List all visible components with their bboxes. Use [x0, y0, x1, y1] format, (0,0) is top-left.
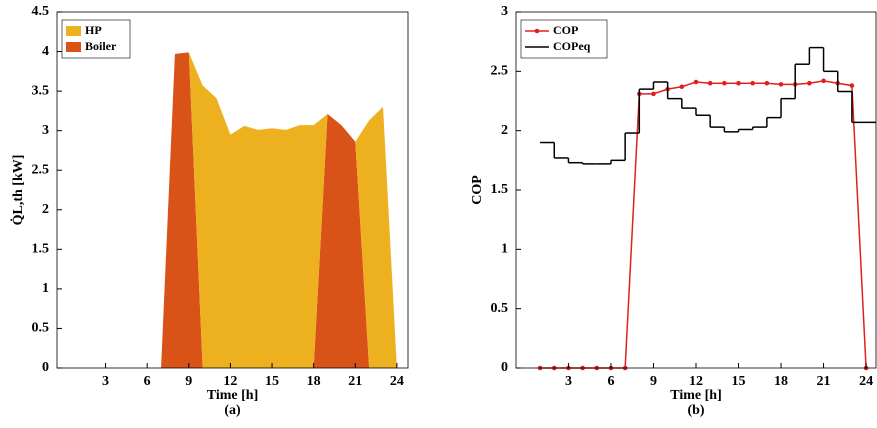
- y-tick-label: 2.5: [491, 64, 509, 79]
- x-tick-label: 15: [265, 374, 279, 389]
- marker: [736, 80, 741, 86]
- y-tick-label: 4: [42, 44, 49, 59]
- x-tick-label: 18: [307, 374, 321, 389]
- legend-swatch: [66, 42, 81, 52]
- marker: [764, 80, 770, 86]
- caption: (b): [687, 403, 704, 418]
- x-tick-label: 12: [223, 374, 237, 389]
- y-tick-label: 1: [42, 281, 49, 296]
- y-tick-label: 0: [501, 360, 508, 375]
- x-tick-label: 21: [348, 374, 362, 389]
- legend-swatch: [66, 26, 81, 36]
- marker: [693, 79, 699, 85]
- legend-label: COP: [553, 23, 578, 37]
- y-tick-label: 2: [501, 123, 508, 138]
- y-tick-label: 3.5: [32, 83, 50, 98]
- y-tick-label: 1: [501, 242, 508, 257]
- subplot: 0 0.5 1 1.5 2 2.5 3 3 6 9 12 15 18 21 24 Time [h](b) COP…: [470, 4, 877, 418]
- legend-marker: [534, 28, 540, 34]
- x-tick-label: 24: [390, 374, 404, 389]
- x-axis-label: Time [h]: [670, 388, 721, 403]
- y-tick-label: 3: [501, 4, 508, 19]
- y-tick-label: 0.5: [491, 301, 509, 316]
- x-tick-label: 24: [859, 374, 873, 389]
- x-tick-label: 18: [774, 374, 788, 389]
- legend-label: Boiler: [85, 39, 117, 53]
- y-axis-label: Q̇L,th [kW]: [9, 155, 26, 226]
- y-tick-label: 0.5: [32, 321, 50, 336]
- y-tick-label: 4.5: [32, 4, 50, 19]
- y-tick-label: 2: [42, 202, 49, 217]
- x-tick-label: 6: [144, 374, 151, 389]
- y-tick-label: 2.5: [32, 162, 50, 177]
- x-tick-label: 21: [817, 374, 831, 389]
- legend-label: HP: [85, 23, 102, 37]
- x-tick-label: 15: [732, 374, 746, 389]
- x-tick-label: 9: [650, 374, 657, 389]
- caption: (a): [224, 403, 241, 418]
- x-tick-label: 12: [689, 374, 703, 389]
- marker: [722, 80, 727, 86]
- marker: [750, 80, 755, 86]
- area: [77, 52, 397, 368]
- legend-box: [520, 19, 608, 59]
- x-tick-label: 3: [102, 374, 109, 389]
- marker: [821, 78, 826, 84]
- marker: [778, 82, 784, 87]
- subplot: 0 0.5 1 1.5 2 2.5 3 3.5 4 4.5 3 6 9 12 15 18 21 24 Time [h…: [9, 4, 409, 418]
- area: [77, 52, 397, 368]
- axes-box: [515, 11, 877, 369]
- axes-box: [56, 11, 409, 369]
- legend-label: COPeq: [553, 39, 591, 53]
- y-tick-label: 1.5: [491, 182, 509, 197]
- marker: [849, 83, 855, 88]
- line: [540, 80, 867, 369]
- y-tick-label: 0: [42, 360, 49, 375]
- marker: [679, 84, 685, 90]
- y-axis-label: COP: [470, 175, 485, 205]
- marker: [807, 80, 812, 86]
- y-tick-label: 1.5: [32, 242, 50, 257]
- x-axis-label: Time [h]: [207, 388, 258, 403]
- x-tick-label: 6: [607, 374, 614, 389]
- marker: [707, 80, 713, 86]
- x-tick-label: 3: [565, 374, 572, 389]
- marker: [651, 91, 656, 97]
- y-tick-label: 3: [42, 123, 49, 138]
- x-tick-label: 9: [185, 374, 192, 389]
